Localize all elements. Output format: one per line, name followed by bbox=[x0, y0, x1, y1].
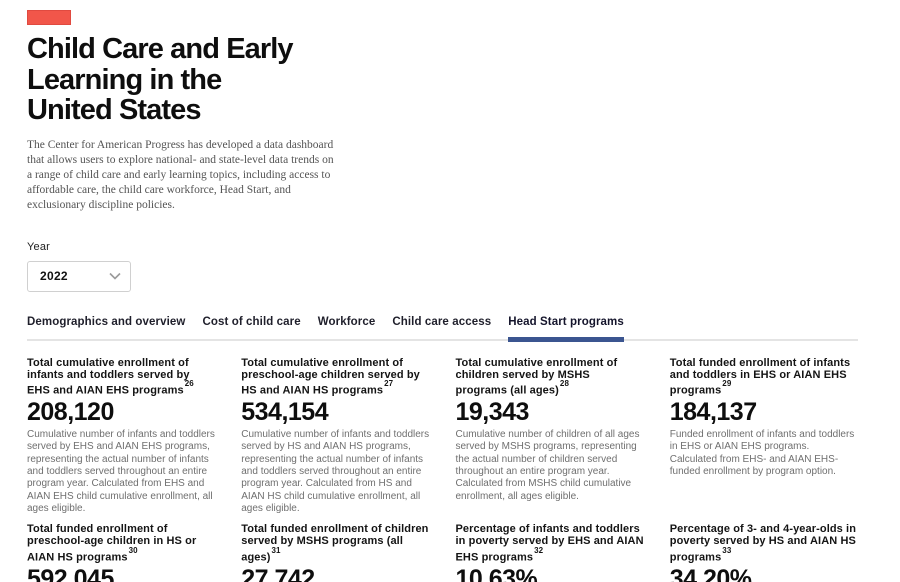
stat-card-title-text: Total cumulative enrollment of children … bbox=[455, 356, 618, 397]
page-title-line-2: Learning in the bbox=[27, 63, 222, 96]
header: Child Care and Early Learning in the Uni… bbox=[27, 10, 858, 213]
page-title: Child Care and Early Learning in the Uni… bbox=[27, 34, 858, 126]
intro-text: The Center for American Progress has dev… bbox=[27, 138, 334, 211]
stat-card-description: Cumulative number of children of all age… bbox=[455, 429, 640, 502]
tab-demographics-and-overview[interactable]: Demographics and overview bbox=[27, 315, 186, 328]
stat-card-title-text: Total funded enrollment of infants and t… bbox=[669, 356, 851, 397]
stat-card-value: 27,742 bbox=[241, 564, 315, 582]
stat-card-title-text: Total cumulative enrollment of preschool… bbox=[241, 356, 420, 397]
year-label: Year bbox=[27, 240, 51, 253]
stat-card-title: Total funded enrollment of children serv… bbox=[241, 523, 429, 564]
footnote-ref: 27 bbox=[384, 379, 394, 389]
stat-card-title: Percentage of infants and toddlers in po… bbox=[456, 523, 644, 564]
stat-card-value: 19,343 bbox=[455, 398, 530, 427]
footnote-ref: 32 bbox=[534, 545, 544, 555]
tab-head-start-programs[interactable]: Head Start programs bbox=[508, 316, 624, 342]
stat-card-hs-funded: Total funded enrollment of preschool-age… bbox=[27, 523, 215, 582]
stat-card-value: 592,045 bbox=[27, 564, 114, 582]
accent-bar bbox=[27, 10, 71, 25]
stat-cards-grid: Total cumulative enrollment of infants a… bbox=[27, 357, 858, 582]
year-filter: Year 2022 bbox=[27, 241, 858, 292]
stat-card-ehs-cumulative: Total cumulative enrollment of infants a… bbox=[27, 357, 215, 516]
stat-card-value: 534,154 bbox=[241, 398, 329, 427]
chevron-down-icon bbox=[109, 272, 121, 280]
footnote-ref: 28 bbox=[559, 379, 569, 389]
stat-card-value: 34.20% bbox=[669, 564, 752, 582]
stat-card-mshs-cumulative: Total cumulative enrollment of children … bbox=[456, 357, 644, 516]
page-title-line-3: United States bbox=[27, 94, 202, 126]
stat-card-title: Total cumulative enrollment of children … bbox=[456, 357, 644, 398]
stat-card-title-text: Percentage of 3- and 4-year-olds in pove… bbox=[669, 523, 857, 564]
stat-card-title: Total cumulative enrollment of preschool… bbox=[241, 357, 429, 398]
stat-card-ehs-poverty-pct: Percentage of infants and toddlers in po… bbox=[456, 523, 644, 582]
footnote-ref: 26 bbox=[184, 379, 194, 389]
stat-card-title-text: Percentage of infants and toddlers in po… bbox=[455, 523, 644, 564]
stat-card-ehs-funded: Total funded enrollment of infants and t… bbox=[670, 357, 858, 516]
stat-card-title-text: Total cumulative enrollment of infants a… bbox=[27, 356, 190, 397]
stat-card-hs-cumulative: Total cumulative enrollment of preschool… bbox=[241, 357, 429, 516]
stat-card-title-text: Total funded enrollment of children serv… bbox=[241, 523, 429, 564]
stat-card-mshs-funded: Total funded enrollment of children serv… bbox=[241, 523, 429, 582]
stat-card-title: Percentage of 3- and 4-year-olds in pove… bbox=[670, 523, 858, 564]
stat-card-hs-poverty-pct: Percentage of 3- and 4-year-olds in pove… bbox=[670, 523, 858, 582]
footnote-ref: 29 bbox=[722, 379, 732, 389]
stat-card-description: Cumulative number of infants and toddler… bbox=[27, 429, 215, 514]
stat-card-title: Total cumulative enrollment of infants a… bbox=[27, 357, 215, 398]
stat-card-title: Total funded enrollment of infants and t… bbox=[670, 357, 858, 398]
stat-card-title-text: Total funded enrollment of preschool-age… bbox=[27, 523, 197, 564]
tab-cost-of-child-care[interactable]: Cost of child care bbox=[202, 315, 301, 328]
tab-child-care-access[interactable]: Child care access bbox=[392, 315, 492, 328]
year-select[interactable]: 2022 bbox=[27, 260, 131, 292]
footnote-ref: 33 bbox=[722, 545, 732, 555]
tab-workforce[interactable]: Workforce bbox=[317, 315, 376, 328]
footnote-ref: 30 bbox=[128, 545, 138, 555]
year-select-value: 2022 bbox=[40, 269, 68, 283]
stat-card-value: 10.63% bbox=[455, 564, 538, 582]
stat-card-value: 184,137 bbox=[669, 398, 757, 427]
stat-card-value: 208,120 bbox=[27, 398, 114, 427]
stat-card-description: Cumulative number of infants and toddler… bbox=[241, 429, 430, 514]
tab-bar: Demographics and overview Cost of child … bbox=[27, 315, 858, 342]
footnote-ref: 31 bbox=[271, 545, 281, 555]
page-title-line-1: Child Care and Early bbox=[27, 33, 294, 65]
stat-card-title: Total funded enrollment of preschool-age… bbox=[27, 523, 215, 564]
stat-card-description: Funded enrollment of infants and toddler… bbox=[669, 429, 855, 477]
